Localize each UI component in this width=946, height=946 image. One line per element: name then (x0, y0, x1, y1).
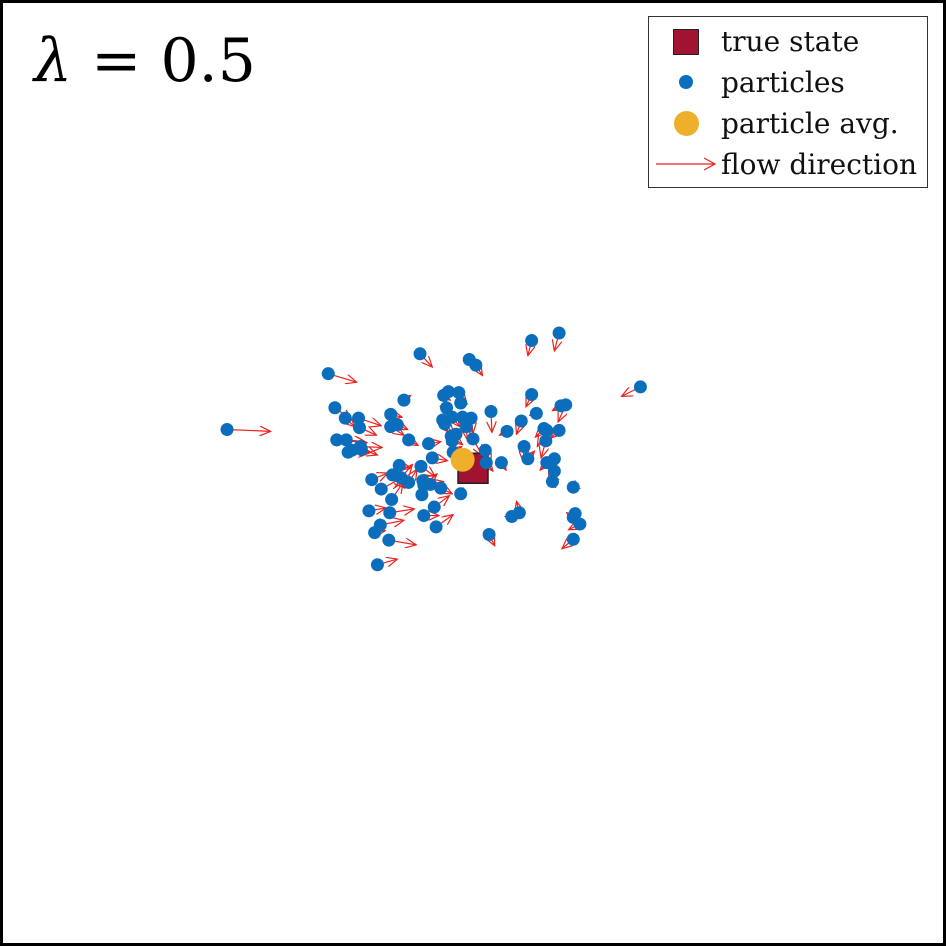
particle-24 (393, 459, 406, 472)
true-state-marker-icon (673, 29, 699, 55)
particle-60 (484, 405, 497, 418)
lambda-title: λ = 0.5 (34, 26, 256, 96)
flow-arrow-icon (655, 154, 717, 174)
particle-62 (480, 456, 493, 469)
legend-label-particles: particles (721, 66, 845, 99)
particle-1 (322, 367, 335, 380)
legend-label-avg: particle avg. (721, 107, 899, 140)
particle-71 (525, 388, 538, 401)
lambda-symbol: λ (34, 26, 72, 96)
markers (221, 326, 647, 571)
particle-79 (548, 452, 561, 465)
particle-30 (414, 347, 427, 360)
particle-10 (352, 412, 365, 425)
particle-40 (430, 520, 443, 533)
particle-63 (483, 528, 496, 541)
particle-19 (382, 534, 395, 547)
particle-32 (414, 460, 427, 473)
particle-4 (339, 412, 352, 425)
particle-18 (383, 506, 396, 519)
particle-80 (548, 465, 561, 478)
avg-marker-icon (674, 111, 699, 136)
particle-16 (374, 519, 387, 532)
legend-row-true-state: true state (649, 21, 927, 61)
particle-12 (362, 504, 375, 517)
particle-70 (521, 452, 534, 465)
particle-17 (375, 483, 388, 496)
particle-51 (449, 428, 462, 441)
particle-25 (385, 493, 398, 506)
legend: true state particles particle avg. flow … (648, 16, 928, 188)
particle-91 (463, 353, 476, 366)
legend-label-flow: flow direction (721, 148, 917, 181)
particle-89 (634, 380, 647, 393)
particle-88 (567, 533, 580, 546)
particle-87 (573, 518, 586, 531)
particle-2 (328, 401, 341, 414)
legend-row-avg: particle avg. (649, 103, 927, 143)
particle-69 (518, 440, 531, 453)
particle-41 (434, 482, 447, 495)
legend-label-true-state: true state (721, 25, 859, 58)
particle-81 (553, 424, 566, 437)
particle-59 (454, 487, 467, 500)
lambda-value: = 0.5 (91, 26, 256, 96)
particle-34 (417, 509, 430, 522)
particle-58 (467, 432, 480, 445)
particle-72 (525, 334, 538, 347)
particle-0 (221, 423, 234, 436)
particle-13 (365, 473, 378, 486)
particle-29 (402, 433, 415, 446)
particle-28 (402, 476, 415, 489)
legend-row-flow: flow direction (649, 144, 927, 184)
particle-14 (371, 558, 384, 571)
particle-39 (428, 501, 441, 514)
particle-84 (567, 481, 580, 494)
particle-36 (422, 437, 435, 450)
particle-65 (501, 425, 514, 438)
particle-26 (397, 394, 410, 407)
particle-56 (465, 412, 478, 425)
particle-marker-icon (679, 75, 693, 89)
particle-67 (513, 506, 526, 519)
legend-row-particles: particles (649, 62, 927, 102)
particle-64 (495, 456, 508, 469)
particle-53 (452, 386, 465, 399)
particle-73 (530, 407, 543, 420)
particle-68 (515, 414, 528, 427)
particle-83 (559, 398, 572, 411)
particle-77 (540, 424, 553, 437)
flow-arrow-0 (227, 429, 271, 431)
particle-38 (426, 451, 439, 464)
particle-90 (553, 326, 566, 339)
particle-avg-marker (451, 448, 475, 472)
particle-23 (391, 418, 404, 431)
particle-61 (479, 444, 492, 457)
particle-11 (355, 443, 368, 456)
